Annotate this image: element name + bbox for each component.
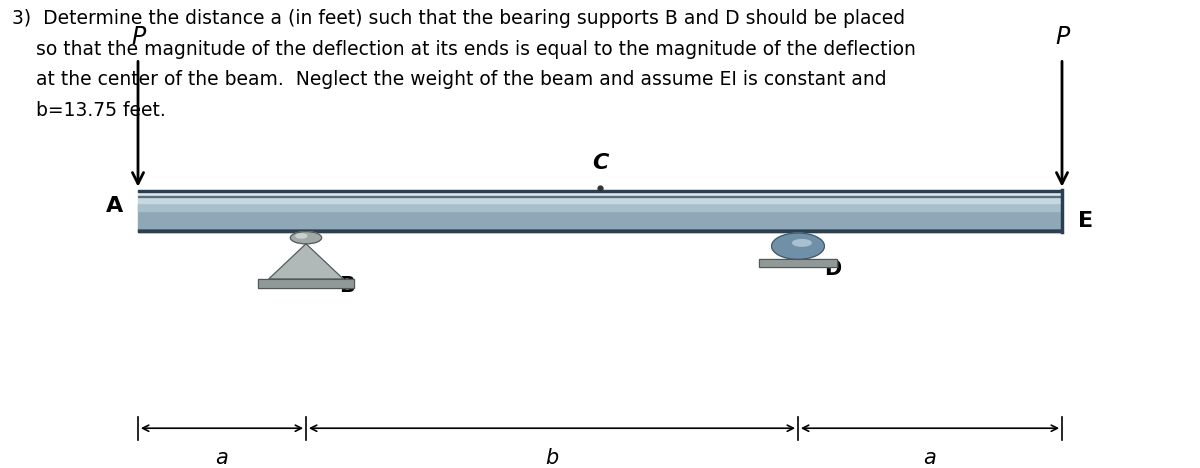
Bar [138,197,1062,203]
Ellipse shape [772,233,824,259]
Bar [760,259,838,267]
Polygon shape [269,244,343,279]
Text: so that the magnitude of the deflection at its ends is equal to the magnitude of: so that the magnitude of the deflection … [12,40,916,59]
Bar [138,203,1062,211]
Text: a: a [216,448,228,468]
Circle shape [290,232,322,244]
Bar [138,190,1062,192]
Text: b=13.75 feet.: b=13.75 feet. [12,101,166,120]
Text: D: D [824,259,841,279]
Text: E: E [1078,211,1093,231]
Bar [258,279,354,288]
Text: a: a [924,448,936,468]
Bar [760,259,838,267]
Text: 3)  Determine the distance a (in feet) such that the bearing supports B and D sh: 3) Determine the distance a (in feet) su… [12,9,905,29]
Text: P: P [1055,25,1069,49]
Text: A: A [107,196,124,216]
Bar [258,279,354,288]
Text: at the center of the beam.  Neglect the weight of the beam and assume EI is cons: at the center of the beam. Neglect the w… [12,70,887,89]
Text: b: b [545,448,559,468]
Text: C: C [592,153,608,173]
Bar [138,205,1062,228]
Bar [138,196,1062,197]
Bar [138,228,1062,232]
Circle shape [296,234,307,238]
Text: P: P [131,25,145,49]
Ellipse shape [793,240,811,246]
Bar [138,230,1062,232]
Bar [138,190,1062,197]
Text: B: B [340,276,355,296]
